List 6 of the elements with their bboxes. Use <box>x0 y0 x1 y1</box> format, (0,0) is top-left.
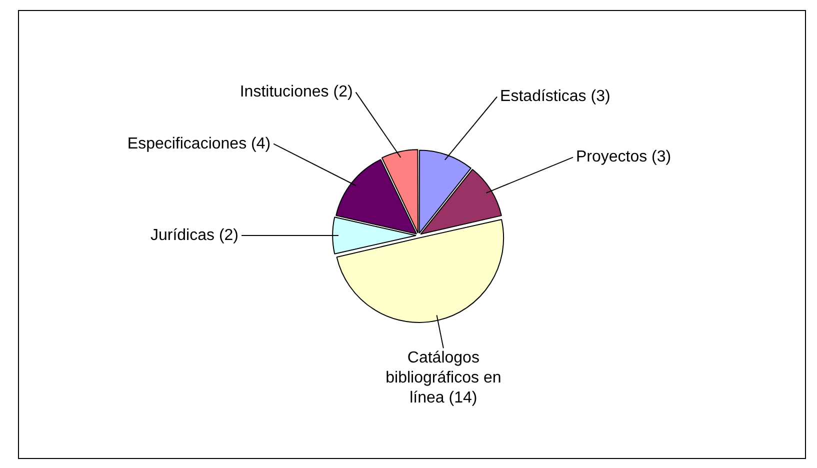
slice-label: Especificaciones (4) <box>127 135 271 152</box>
slice-label: Jurídicas (2) <box>150 226 238 244</box>
slice-label: Catálogos bibliográficos en línea (14) <box>386 350 502 407</box>
slice-label: Estadísticas (3) <box>500 88 610 106</box>
slice-label: Instituciones (2) <box>240 84 353 101</box>
slice-label: Proyectos (3) <box>576 148 672 166</box>
